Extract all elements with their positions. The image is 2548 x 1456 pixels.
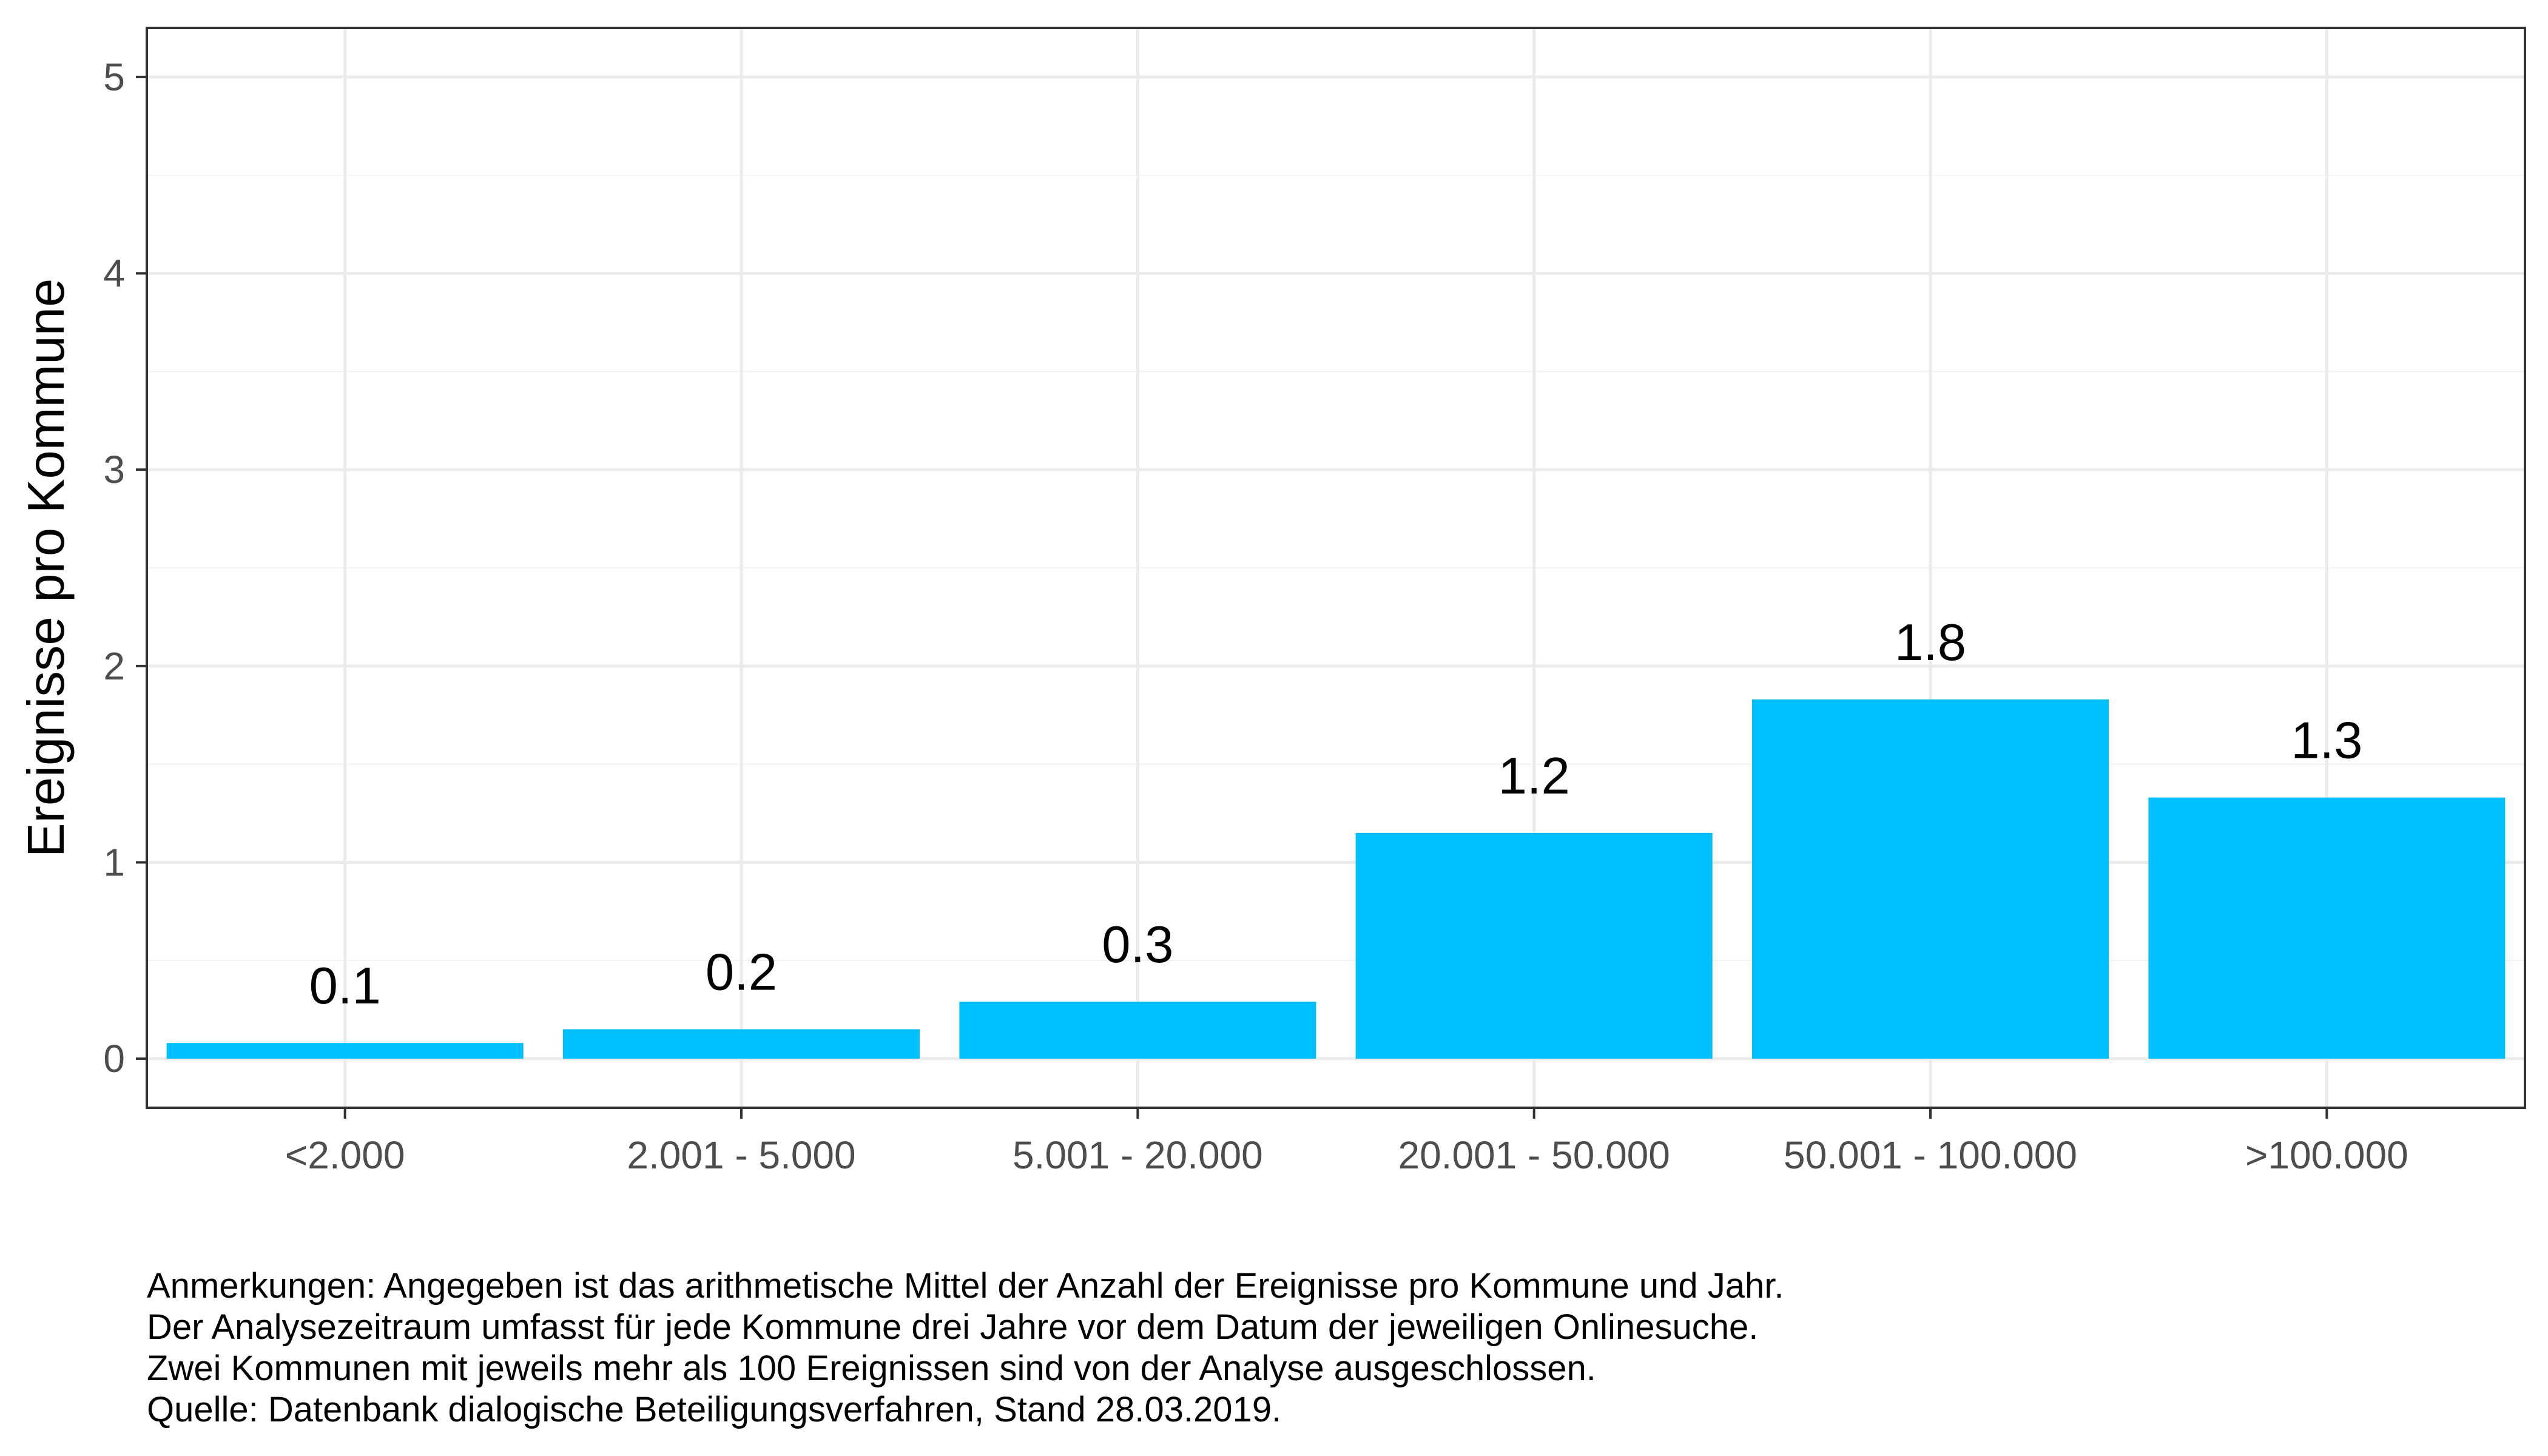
bars bbox=[166, 699, 2506, 1059]
bar bbox=[959, 1002, 1316, 1059]
panel-border bbox=[146, 27, 2526, 1109]
bar-value-label: 0.1 bbox=[309, 957, 381, 1015]
caption-line-notes: Anmerkungen: Angegeben ist das arithmeti… bbox=[147, 1266, 1784, 1306]
y-tick-label: 2 bbox=[103, 644, 125, 688]
bar bbox=[563, 1029, 920, 1059]
y-tick-label: 3 bbox=[103, 448, 125, 491]
y-tick-label: 0 bbox=[103, 1037, 125, 1080]
grid bbox=[147, 28, 2525, 1108]
bar bbox=[1752, 699, 2109, 1059]
bar-value-label: 1.8 bbox=[1895, 614, 1966, 672]
x-tick-label: 20.001 - 50.000 bbox=[1398, 1133, 1670, 1177]
data-labels: 0.1 0.2 0.3 1.2 1.8 1.3 bbox=[309, 614, 2363, 1015]
bar bbox=[2148, 797, 2506, 1059]
bar-value-label: 0.2 bbox=[706, 944, 777, 1002]
y-tick-label: 4 bbox=[103, 252, 125, 295]
x-tick-label: 5.001 - 20.000 bbox=[1013, 1133, 1263, 1177]
x-tick-label: 50.001 - 100.000 bbox=[1784, 1133, 2077, 1177]
caption-line-source: Quelle: Datenbank dialogische Beteiligun… bbox=[147, 1390, 1282, 1429]
x-tick-label: >100.000 bbox=[2245, 1133, 2408, 1177]
caption-line-period: Der Analysezeitraum umfasst für jede Kom… bbox=[147, 1307, 1759, 1347]
caption: Anmerkungen: Angegeben ist das arithmeti… bbox=[147, 1266, 2391, 1431]
bar-value-label: 1.2 bbox=[1498, 747, 1570, 805]
y-tick-label: 1 bbox=[103, 840, 125, 884]
bar-value-label: 0.3 bbox=[1102, 916, 1173, 974]
y-tick-label: 5 bbox=[103, 55, 125, 99]
bar bbox=[166, 1043, 524, 1059]
x-tick-label: 2.001 - 5.000 bbox=[627, 1133, 855, 1177]
y-axis-title: Ereignisse pro Kommune bbox=[18, 278, 75, 857]
bar bbox=[1355, 832, 1713, 1059]
caption-line-exclusion: Zwei Kommunen mit jeweils mehr als 100 E… bbox=[147, 1349, 1596, 1388]
axes: 0 1 2 3 4 5 <2.000 2.001 - 5.000 5.001 - 20.000 2… bbox=[103, 55, 2408, 1177]
bar-value-label: 1.3 bbox=[2291, 712, 2362, 770]
x-tick-label: <2.000 bbox=[285, 1133, 405, 1177]
